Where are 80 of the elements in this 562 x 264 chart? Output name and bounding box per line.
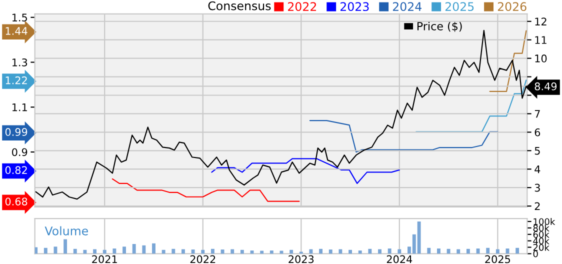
legend-label: 2026 xyxy=(498,2,526,12)
bar xyxy=(486,248,490,254)
y-tick-label: 40k xyxy=(533,237,550,244)
y2-tick-label: 5 xyxy=(534,147,540,155)
bar xyxy=(44,248,48,254)
x-tick-label: 2021 xyxy=(92,255,117,264)
bar xyxy=(230,249,234,254)
y-tick-label: 20k xyxy=(533,244,550,251)
y2-tick-label: 3 xyxy=(534,184,540,192)
legend-label: 2025 xyxy=(445,2,474,12)
legend-title: Consensus xyxy=(208,1,271,10)
bar xyxy=(172,248,176,254)
bar xyxy=(182,249,185,254)
bar xyxy=(220,250,224,254)
bar xyxy=(358,250,362,254)
bar xyxy=(328,250,332,254)
bar xyxy=(446,248,450,254)
y-tick-label: 0.99 xyxy=(5,128,28,136)
y-tick-label: 1.5 xyxy=(12,14,27,22)
y2-tick-label: 11 xyxy=(535,36,546,44)
line-series xyxy=(309,120,498,153)
legend-label: 2023 xyxy=(340,2,369,12)
bar xyxy=(142,245,146,254)
x-tick-label: 2024 xyxy=(386,255,412,264)
y-tick-label: 100k xyxy=(534,218,556,226)
x-tick-label: 2022 xyxy=(190,255,216,264)
y-tick-label: 1.1 xyxy=(12,103,27,112)
bar xyxy=(427,248,431,254)
y-tick-label: 1.44 xyxy=(6,27,28,35)
y-tick-label: 0.9 xyxy=(12,148,28,156)
y2-tick-label: 4 xyxy=(534,165,540,174)
bar xyxy=(162,250,166,254)
bar xyxy=(388,248,392,254)
bar xyxy=(398,249,402,254)
bar xyxy=(93,249,97,254)
y-tick-label: 1.3 xyxy=(12,58,28,66)
text: Volume xyxy=(44,226,88,236)
line-series xyxy=(112,178,300,202)
y-tick-label: 80k xyxy=(533,224,550,232)
y2-tick-label: 12 xyxy=(535,18,546,26)
bar xyxy=(466,248,470,254)
legend-label: Price ($) xyxy=(417,22,462,32)
x-tick-label: 2025 xyxy=(485,255,510,264)
y2-tick-label: 6 xyxy=(534,128,540,136)
bar xyxy=(290,250,294,254)
y-tick-label: 0.82 xyxy=(5,166,27,174)
y2-tick-label: 7 xyxy=(534,110,540,118)
bar xyxy=(83,250,87,254)
bar xyxy=(64,239,68,254)
bar xyxy=(210,248,214,254)
bar xyxy=(338,249,342,254)
x-tick-label: 2023 xyxy=(288,255,314,264)
bar xyxy=(73,248,77,254)
bar xyxy=(436,248,440,254)
bar xyxy=(102,250,106,254)
legend-label: 2024 xyxy=(392,2,422,12)
bar xyxy=(240,250,244,254)
y-tick-label: 0 xyxy=(533,250,538,258)
bar xyxy=(456,249,460,254)
y-tick-label: 1.22 xyxy=(6,76,27,84)
y-tick-label: 0.68 xyxy=(5,198,28,206)
bar xyxy=(270,250,274,254)
bar xyxy=(496,249,500,254)
legend-label: 2022 xyxy=(288,2,316,12)
bar xyxy=(378,249,382,254)
bar xyxy=(112,248,116,254)
bar xyxy=(319,248,323,254)
bar xyxy=(152,243,156,254)
y2-tick-label: 8.49 xyxy=(534,82,557,90)
y2-tick-label: 10 xyxy=(535,54,547,62)
bar xyxy=(191,250,195,254)
bar xyxy=(368,248,372,254)
bar xyxy=(132,244,136,254)
y2-tick-label: 2 xyxy=(534,202,540,210)
line-series xyxy=(211,158,400,184)
bar xyxy=(348,250,352,254)
bar xyxy=(201,250,205,254)
bar xyxy=(516,248,520,254)
y-tick-label: 60k xyxy=(533,230,550,238)
bar xyxy=(122,246,126,254)
